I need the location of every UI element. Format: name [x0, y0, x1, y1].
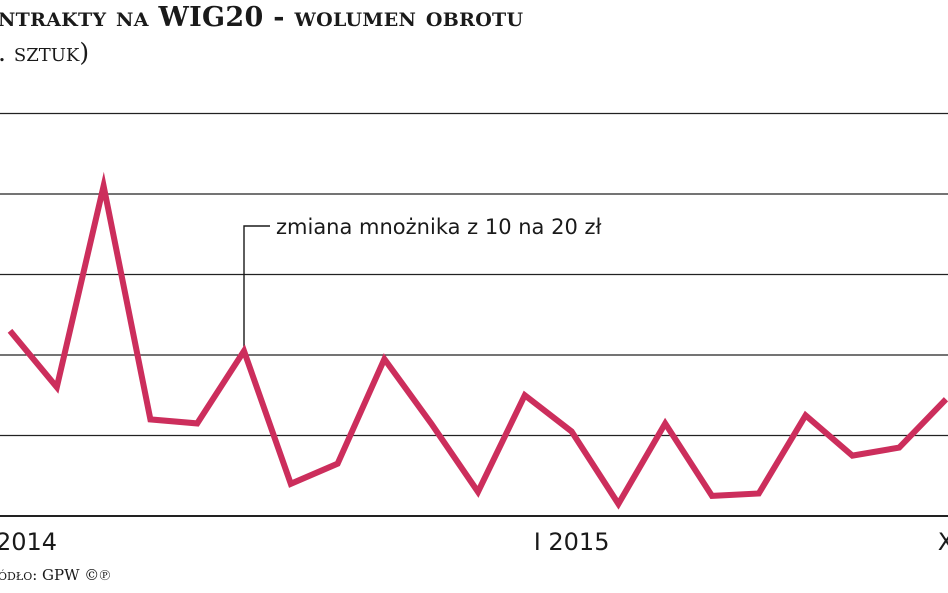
source-note: ódło: GPW ©℗	[0, 566, 111, 584]
annotation: zmiana mnożnika z 10 na 20 zł	[243, 215, 602, 347]
chart-title: ntrakty na WIG20 - wolumen obrotu	[0, 2, 524, 33]
grid-lines	[0, 112, 948, 517]
annotation-label: zmiana mnożnika z 10 na 20 zł	[276, 215, 602, 239]
x-tick-labels: 2014 I 2015 X	[0, 528, 948, 556]
x-tick-label: X	[938, 528, 948, 556]
chart-subtitle: . sztuk)	[0, 38, 90, 67]
series	[7, 171, 948, 510]
x-tick-label: 2014	[0, 528, 57, 556]
x-tick-label: I 2015	[534, 528, 610, 556]
annotation-leader-line	[243, 225, 270, 347]
line-chart: zmiana mnożnika z 10 na 20 zł 2014 I 2015…	[0, 112, 948, 556]
